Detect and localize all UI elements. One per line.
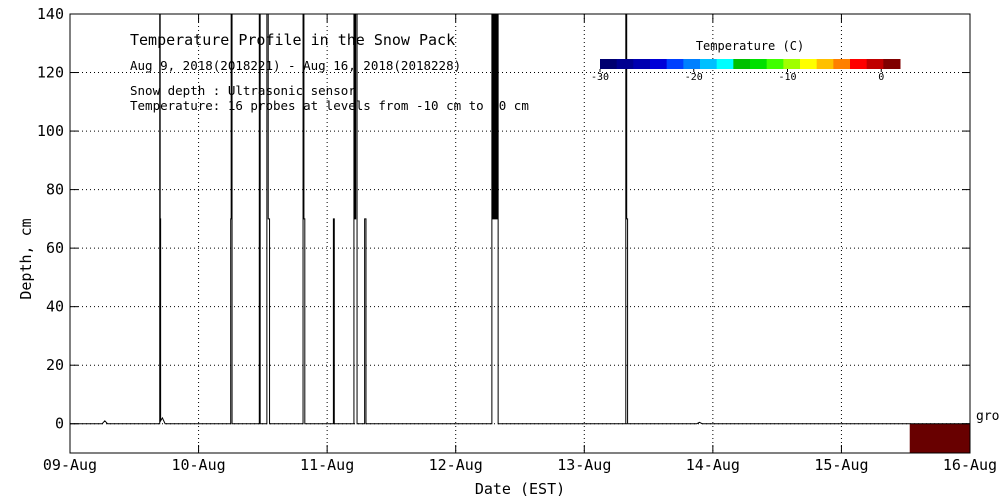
colorbar-swatch	[633, 59, 651, 69]
colorbar-swatch	[733, 59, 751, 69]
y-axis: 0 20 40 60 80 100 120 140	[37, 5, 970, 433]
colorbar-swatch	[750, 59, 768, 69]
series-group	[70, 13, 970, 425]
colorbar-swatch	[866, 59, 884, 69]
colorbar-title: Temperature (C)	[696, 39, 804, 53]
colorbar-swatch	[716, 59, 734, 69]
colorbar-swatch	[850, 59, 868, 69]
colorbar-swatch	[700, 59, 718, 69]
snow-depth-line	[70, 13, 970, 425]
ground-label: grou	[976, 409, 1000, 424]
colorbar-tick-label: -20	[685, 72, 703, 83]
note-sensor: Snow depth : Ultrasonic sensor	[130, 83, 356, 98]
x-tick-label: 12-Aug	[429, 456, 483, 474]
colorbar-swatch	[600, 59, 618, 69]
x-tick-label: 13-Aug	[557, 456, 611, 474]
x-axis: 09-Aug 10-Aug 11-Aug 12-Aug 13-Aug 14-Aug 15-A…	[43, 14, 997, 474]
chart-title: Temperature Profile in the Snow Pack	[130, 31, 455, 49]
colorbar-tick-label: -10	[778, 72, 796, 83]
y-tick-label: 20	[46, 356, 64, 374]
colorbar-swatch	[833, 59, 851, 69]
colorbar-swatch	[683, 59, 701, 69]
ground-block	[909, 423, 970, 453]
colorbar-tick-label: -30	[591, 72, 609, 83]
colorbar-swatch	[800, 59, 818, 69]
y-axis-label: Depth, cm	[17, 218, 35, 299]
colorbar-swatch	[650, 59, 668, 69]
x-tick-label: 09-Aug	[43, 456, 97, 474]
x-tick-label: 15-Aug	[814, 456, 868, 474]
colorbar-swatch	[783, 59, 801, 69]
y-tick-label: 100	[37, 122, 64, 140]
colorbar-swatch	[616, 59, 634, 69]
colorbar-swatch	[766, 59, 784, 69]
colorbar-swatch	[883, 59, 901, 69]
y-tick-label: 120	[37, 64, 64, 82]
x-tick-label: 14-Aug	[686, 456, 740, 474]
x-axis-label: Date (EST)	[475, 480, 565, 498]
x-tick-label: 11-Aug	[300, 456, 354, 474]
y-tick-label: 80	[46, 181, 64, 199]
colorbar: -30 -20 -10 0	[591, 59, 901, 83]
y-tick-label: 140	[37, 5, 64, 23]
ground-rect	[909, 423, 970, 453]
colorbar-swatch	[666, 59, 684, 69]
y-tick-label: 40	[46, 298, 64, 316]
grid-lines	[70, 14, 970, 453]
y-tick-label: 60	[46, 239, 64, 257]
colorbar-tick-label: 0	[878, 72, 884, 83]
x-tick-label: 16-Aug	[943, 456, 997, 474]
note-probes: Temperature: 16 probes at levels from -1…	[130, 98, 529, 113]
date-range: Aug 9, 2018(2018221) - Aug 16, 2018(2018…	[130, 58, 461, 73]
plot-frame	[69, 13, 971, 454]
x-tick-label: 10-Aug	[171, 456, 225, 474]
y-tick-label: 0	[55, 415, 64, 433]
colorbar-swatch	[816, 59, 834, 69]
